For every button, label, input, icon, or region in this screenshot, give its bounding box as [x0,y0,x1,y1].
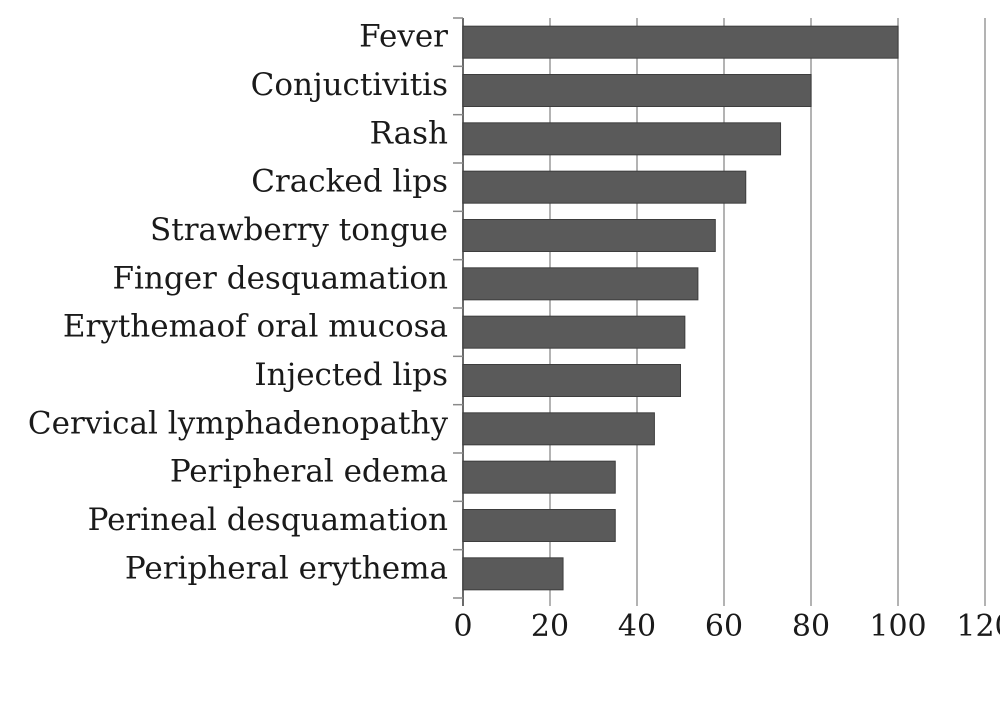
bar [462,170,747,204]
y-tick-label: Rash [370,115,448,151]
x-tick-label: 40 [618,609,656,644]
y-tick-label: Cracked lips [251,164,448,200]
bar [462,25,899,59]
bar [462,364,681,397]
bar [462,267,699,301]
y-tick-label: Injected lips [254,357,448,393]
y-tick-label: Conjuctivitis [251,67,448,103]
x-tick-label: 60 [705,609,743,644]
bar [462,74,812,107]
x-tick-label: 20 [531,609,569,644]
x-tick-label: 0 [453,609,472,644]
y-tick-label: Erythemaof oral mucosa [63,309,448,345]
y-tick-label: Fever [359,19,448,55]
y-tick-label: Finger desquamation [112,260,448,296]
bar [462,122,782,156]
x-tick-label: 80 [792,609,830,644]
y-tick-label: Perineal desquamation [88,502,448,538]
bar [462,509,616,542]
y-tick-label: Peripheral erythema [125,550,448,586]
y-tick-label: Cervical lymphadenopathy [28,405,449,441]
bar [462,315,686,349]
y-tick-label: Peripheral edema [170,454,448,490]
bar [462,557,564,591]
x-tick-label: 120 [956,609,1000,644]
bar [462,460,616,494]
y-tick-label: Strawberry tongue [150,212,448,248]
bar [462,412,655,446]
x-tick-label: 100 [869,609,926,644]
bar [462,219,716,252]
